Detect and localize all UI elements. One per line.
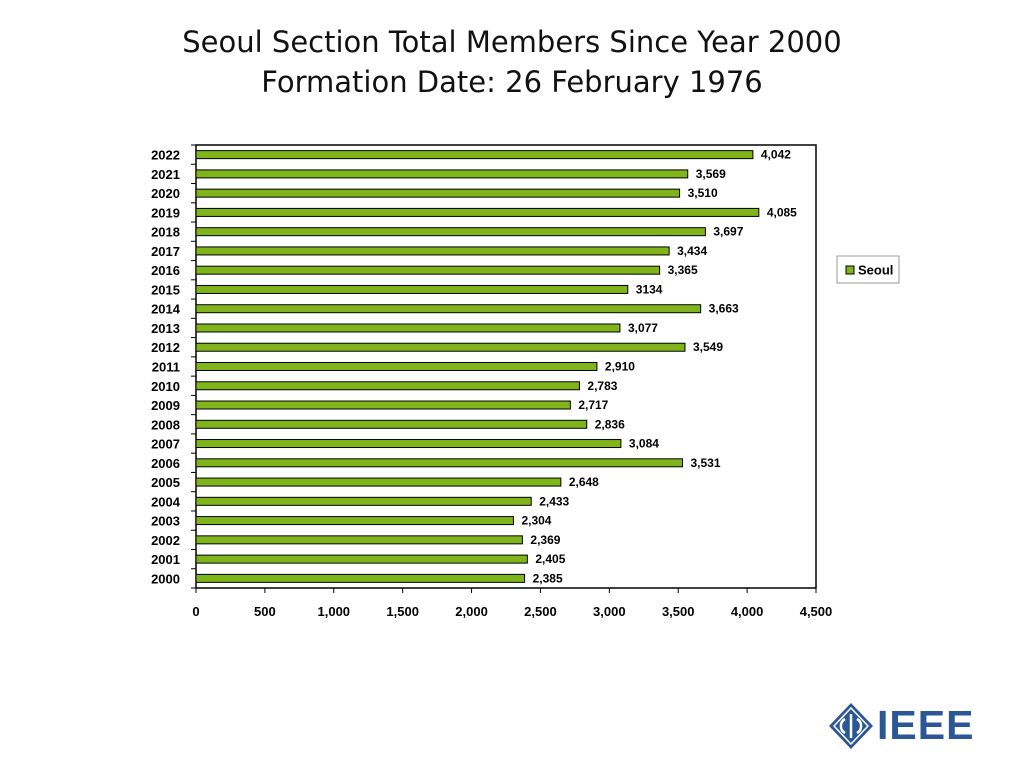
y-tick-label: 2019 (151, 205, 180, 220)
y-tick-label: 2010 (151, 379, 180, 394)
y-tick-label: 2006 (151, 456, 180, 471)
y-tick-label: 2021 (151, 167, 180, 182)
data-label: 2,433 (539, 494, 569, 508)
bar (195, 573, 526, 583)
data-label: 2,405 (535, 552, 565, 566)
chart-subtitle: Formation Date: 26 February 1976 (261, 65, 763, 99)
y-tick-label: 2001 (151, 552, 180, 567)
y-tick-label: 2008 (151, 417, 180, 432)
bar (195, 227, 706, 237)
x-tick-label: 1,000 (318, 604, 351, 619)
data-label: 3,697 (713, 225, 743, 239)
data-label: 3,084 (629, 437, 659, 451)
y-tick-label: 2002 (151, 533, 180, 548)
data-label: 3,549 (693, 340, 723, 354)
y-tick-label: 2011 (152, 360, 180, 375)
ieee-diamond-icon (829, 703, 873, 749)
bar (195, 284, 629, 294)
data-label: 3,663 (709, 302, 739, 316)
bar (195, 535, 523, 545)
data-label: 3,365 (668, 263, 698, 277)
bar (195, 400, 571, 410)
x-tick-label: 500 (254, 604, 276, 619)
y-tick-label: 2018 (151, 225, 180, 240)
bar (195, 246, 670, 256)
y-tick-label: 2013 (151, 321, 180, 336)
y-tick-label: 2000 (151, 571, 180, 586)
bar (195, 516, 514, 526)
x-tick-label: 2,500 (524, 604, 557, 619)
y-tick-label: 2009 (151, 398, 180, 413)
data-label: 3,434 (677, 244, 707, 258)
data-label: 2,717 (578, 398, 608, 412)
data-label: 3134 (636, 282, 663, 296)
x-tick-label: 0 (192, 604, 199, 619)
x-tick-label: 1,500 (386, 604, 419, 619)
bar (195, 439, 622, 449)
data-label: 3,510 (688, 186, 718, 200)
legend-label: Seoul (858, 263, 893, 278)
data-label: 2,369 (530, 533, 560, 547)
bar (195, 169, 689, 179)
y-tick-label: 2016 (151, 263, 180, 278)
bar (195, 188, 681, 198)
bar (195, 207, 760, 217)
y-tick-label: 2004 (151, 494, 181, 509)
bar (195, 150, 754, 160)
bar (195, 304, 702, 314)
y-tick-label: 2003 (151, 514, 180, 529)
y-tick-label: 2014 (151, 302, 181, 317)
bar (195, 265, 661, 275)
y-tick-label: 2005 (151, 475, 180, 490)
data-label: 2,304 (521, 514, 551, 528)
bar (195, 458, 683, 468)
data-label: 3,531 (690, 456, 720, 470)
bar (195, 419, 588, 429)
y-tick-label: 2012 (151, 340, 180, 355)
x-tick-label: 4,000 (731, 604, 764, 619)
data-label: 2,836 (595, 417, 625, 431)
ieee-logo-text: IEEE (877, 702, 975, 748)
y-tick-label: 2015 (151, 282, 180, 297)
data-label: 2,385 (533, 571, 563, 585)
x-tick-label: 3,500 (662, 604, 695, 619)
x-tick-label: 2,000 (455, 604, 488, 619)
y-tick-label: 2017 (151, 244, 180, 259)
legend-swatch (845, 265, 855, 275)
bar (195, 496, 532, 506)
data-label: 3,569 (696, 167, 726, 181)
bar (195, 477, 562, 487)
y-tick-label: 2007 (151, 437, 180, 452)
data-label: 4,085 (767, 205, 797, 219)
x-tick-label: 4,500 (800, 604, 833, 619)
y-tick-label: 2020 (151, 186, 180, 201)
bar (195, 381, 580, 391)
data-label: 2,783 (587, 379, 617, 393)
y-tick-label: 2022 (151, 148, 180, 163)
bar (195, 554, 528, 564)
ieee-logo: IEEE (828, 700, 978, 750)
bar (195, 362, 598, 371)
x-tick-label: 3,000 (593, 604, 626, 619)
bar (195, 323, 621, 333)
data-label: 4,042 (761, 148, 791, 162)
data-label: 3,077 (628, 321, 658, 335)
chart-title: Seoul Section Total Members Since Year 2… (182, 25, 842, 59)
data-label: 2,910 (605, 360, 635, 374)
bar (195, 342, 686, 352)
data-label: 2,648 (569, 475, 599, 489)
